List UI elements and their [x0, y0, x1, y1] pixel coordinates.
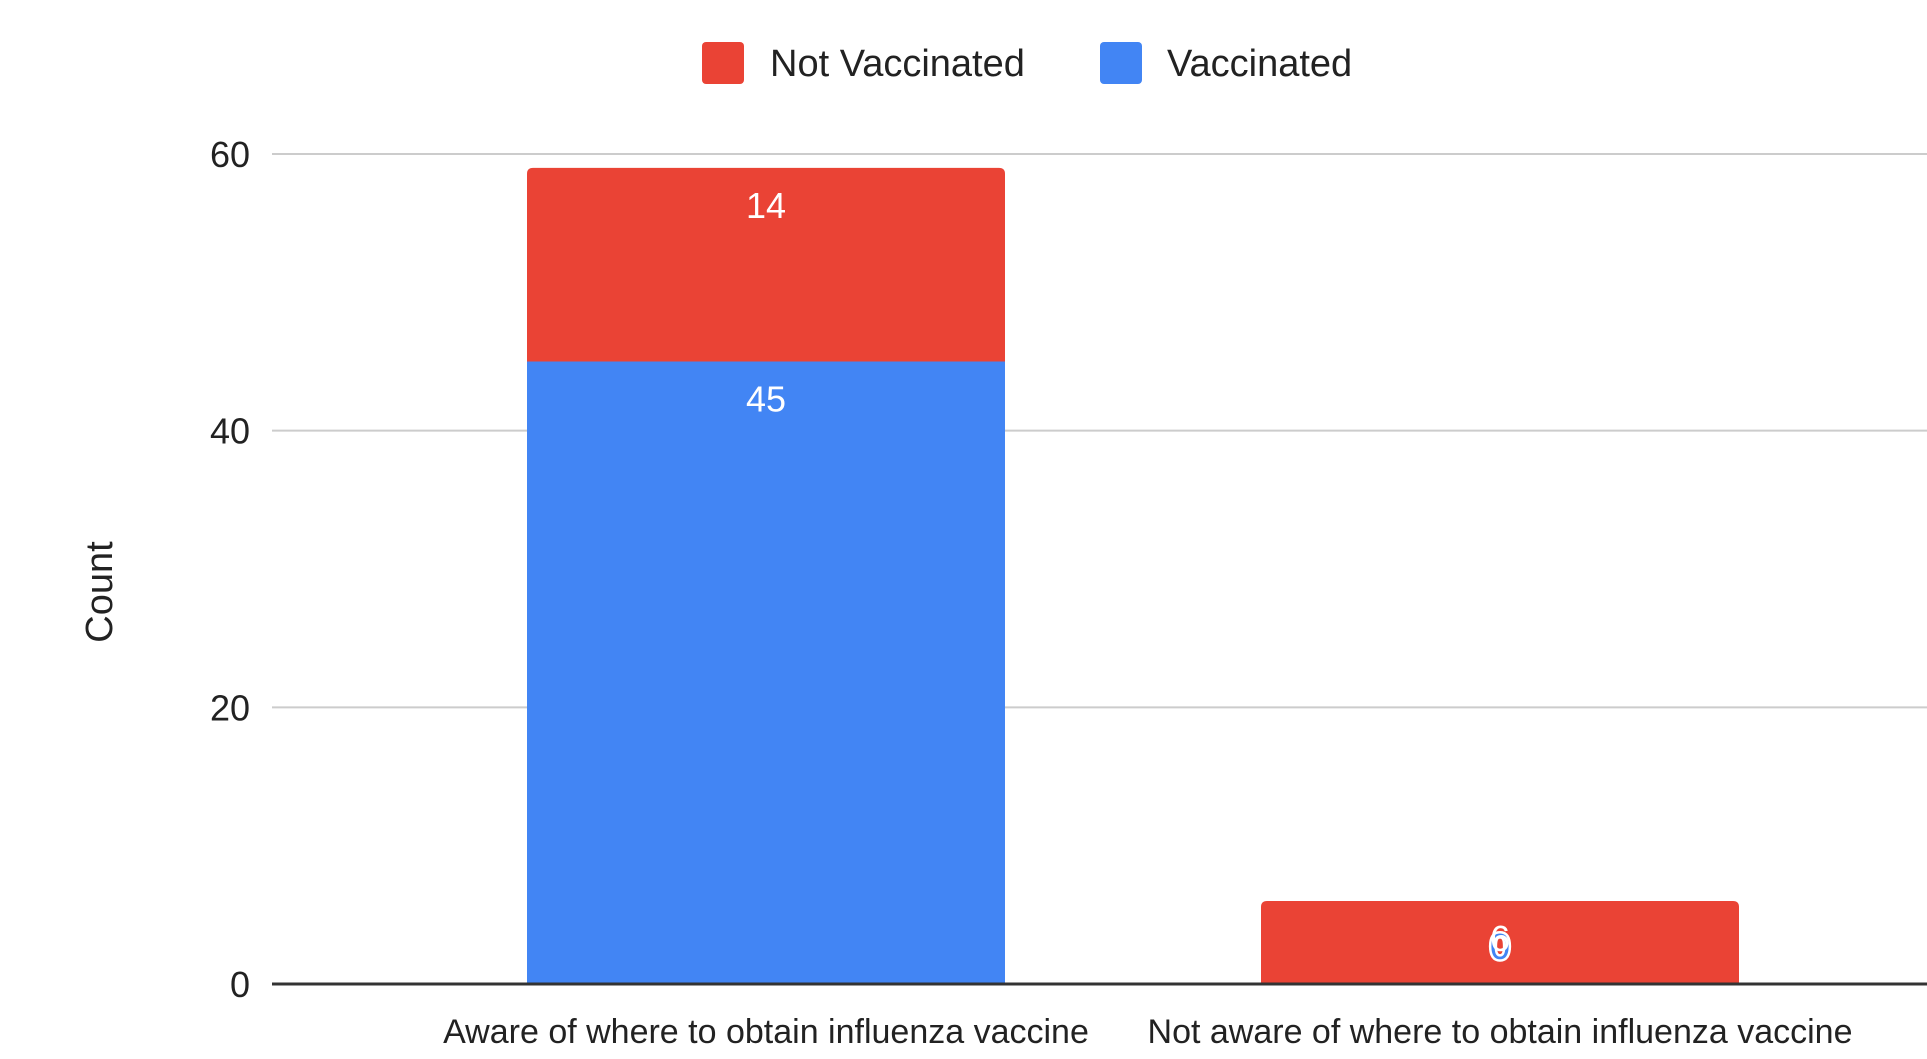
y-tick-label: 0: [230, 964, 250, 1005]
x-tick-label: Aware of where to obtain influenza vacci…: [443, 1013, 1089, 1051]
bars: [527, 168, 1739, 984]
legend-swatch-not-vaccinated: [702, 42, 744, 84]
legend: Not Vaccinated Vaccinated: [702, 42, 1352, 85]
legend-label-vaccinated: Vaccinated: [1167, 43, 1352, 85]
data-label-not-vaccinated: 14: [746, 185, 786, 226]
y-tick-label: 40: [210, 411, 250, 452]
x-tick-label: Not aware of where to obtain influenza v…: [1148, 1013, 1853, 1051]
bar-vaccinated: [527, 362, 1005, 985]
legend-swatch-vaccinated: [1100, 42, 1142, 84]
data-label-not-vaccinated: 6: [1490, 918, 1510, 959]
y-tick-label: 60: [210, 134, 250, 175]
y-axis-title: Count: [79, 541, 121, 643]
gridlines: [272, 154, 1927, 707]
data-label-vaccinated: 45: [746, 379, 786, 420]
y-tick-label: 20: [210, 687, 250, 728]
legend-label-not-vaccinated: Not Vaccinated: [770, 43, 1025, 85]
